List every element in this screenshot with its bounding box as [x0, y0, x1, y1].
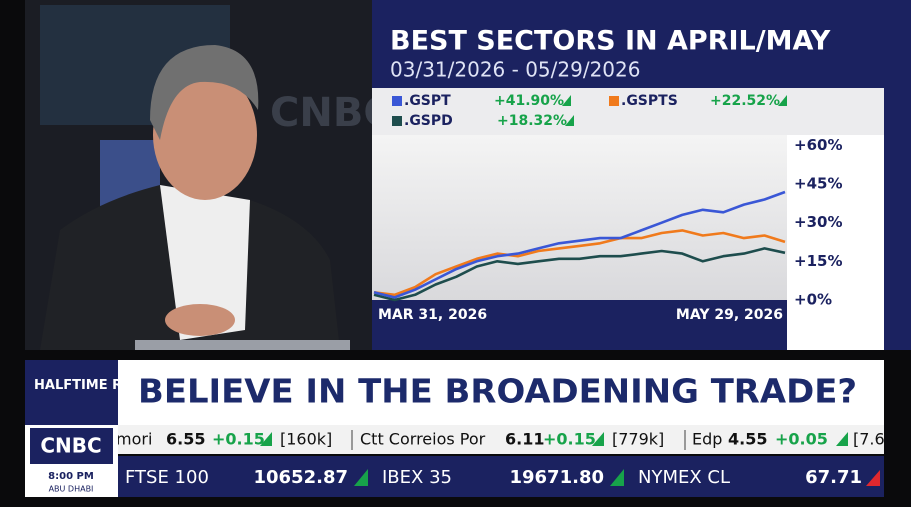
- index-price: 19671.80: [509, 467, 604, 488]
- chart-title: BEST SECTORS IN APRIL/MAY: [390, 26, 831, 57]
- legend-value: +22.52%: [710, 93, 780, 109]
- index-price: 67.71: [805, 467, 862, 488]
- separator: [351, 430, 353, 450]
- x-tick-label: MAY 29, 2026: [676, 307, 783, 323]
- studio-video: CNBC: [25, 0, 393, 350]
- index-name: FTSE 100: [125, 467, 209, 488]
- stock-ticker: [118, 425, 884, 454]
- logo-badge: [30, 428, 113, 464]
- y-tick-label: +15%: [794, 252, 842, 270]
- index-ticker: [118, 456, 884, 497]
- series-line: [373, 247, 786, 302]
- legend-swatch: [392, 116, 402, 126]
- stock-volume: [779k]: [612, 430, 664, 449]
- down-arrow: [866, 470, 880, 486]
- x-tick-label: MAR 31, 2026: [378, 307, 487, 323]
- up-arrow: [565, 115, 574, 126]
- up-arrow: [354, 469, 368, 486]
- clock-place: ABU DHABI: [49, 485, 94, 494]
- logo-brand: CNBC: [40, 434, 101, 458]
- series-line: [373, 190, 786, 299]
- stock-change: +0.15: [212, 430, 265, 449]
- up-arrow: [610, 469, 624, 486]
- stock-name: Edp: [692, 430, 722, 449]
- stock-price: 6.11: [505, 430, 544, 449]
- clock-time: 8:00 PM: [48, 471, 94, 482]
- stock-volume: [160k]: [280, 430, 332, 449]
- show-box: [25, 360, 118, 425]
- axis-panel: [787, 135, 884, 350]
- legend-box: [372, 88, 884, 135]
- stock-name: Ctt Correios Por: [360, 430, 486, 449]
- up-arrow: [592, 432, 604, 446]
- legend-swatch: [609, 96, 619, 106]
- up-arrow: [778, 95, 787, 106]
- stock-change: +0.15: [543, 430, 596, 449]
- stock-name: mori: [116, 430, 152, 449]
- headline: BELIEVE IN THE BROADENING TRADE?: [138, 372, 857, 411]
- series-line: [373, 229, 786, 297]
- y-tick-label: +30%: [794, 213, 842, 231]
- legend-label: .GSPT: [404, 93, 451, 109]
- legend-value: +41.90%: [494, 93, 564, 109]
- stock-change: +0.05: [775, 430, 828, 449]
- legend-swatch: [392, 96, 402, 106]
- headline-box: [118, 360, 884, 425]
- up-arrow: [260, 432, 272, 446]
- chart-subtitle: 03/31/2026 - 05/29/2026: [390, 58, 640, 82]
- separator: [684, 430, 686, 450]
- y-tick-label: +60%: [794, 136, 842, 154]
- stock-price: 6.55: [166, 430, 205, 449]
- stock-price: 4.55: [728, 430, 767, 449]
- legend-label: .GSPTS: [621, 93, 678, 109]
- legend-label: .GSPD: [404, 113, 453, 129]
- x-axis-strip: [372, 300, 787, 325]
- index-name: NYMEX CL: [638, 467, 730, 488]
- up-arrow: [836, 432, 848, 446]
- y-tick-label: +45%: [794, 174, 842, 192]
- up-arrow: [562, 95, 571, 106]
- y-tick-label: +0%: [794, 291, 832, 309]
- legend-value: +18.32%: [497, 113, 567, 129]
- index-price: 10652.87: [253, 467, 348, 488]
- chart: +0% +15% +30% +45% +60% MAR 31, 2026 MAY 29, 2…: [373, 93, 842, 323]
- index-name: IBEX 35: [382, 467, 452, 488]
- stock-volume: [7.6: [853, 430, 885, 449]
